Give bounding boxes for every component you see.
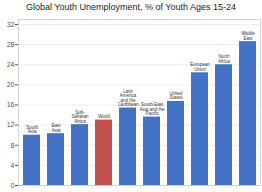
svg-text:8: 8	[11, 141, 15, 148]
svg-text:20: 20	[7, 81, 15, 88]
svg-text:4: 4	[11, 162, 15, 169]
svg-text:SouthAsia: SouthAsia	[26, 125, 38, 134]
svg-text:South-EastAsia and thePacific: South-EastAsia and thePacific	[139, 102, 165, 116]
svg-text:24: 24	[7, 61, 15, 68]
svg-text:Sub-SaharanAfrica: Sub-SaharanAfrica	[71, 110, 89, 124]
svg-text:UnitedStates: UnitedStates	[169, 91, 183, 101]
svg-text:EastAsia: EastAsia	[51, 123, 61, 133]
svg-text:0: 0	[11, 182, 15, 189]
svg-text:NorthAfrica: NorthAfrica	[218, 54, 230, 64]
html-text:Global Youth Unemployment, % o: Global Youth Unemployment, % of Youth Ag…	[25, 2, 237, 12]
svg-text:MiddleEast: MiddleEast	[241, 31, 255, 40]
svg-text:32: 32	[7, 21, 15, 28]
svg-text:12: 12	[7, 121, 15, 128]
svg-text:28: 28	[7, 41, 15, 48]
svg-text:16: 16	[7, 101, 15, 108]
svg-text:EuropeanUnion: EuropeanUnion	[190, 62, 210, 72]
svg-text:World: World	[98, 114, 110, 119]
svg-text:LatinAmericaand theCaribbean: LatinAmericaand theCaribbean	[118, 89, 139, 108]
